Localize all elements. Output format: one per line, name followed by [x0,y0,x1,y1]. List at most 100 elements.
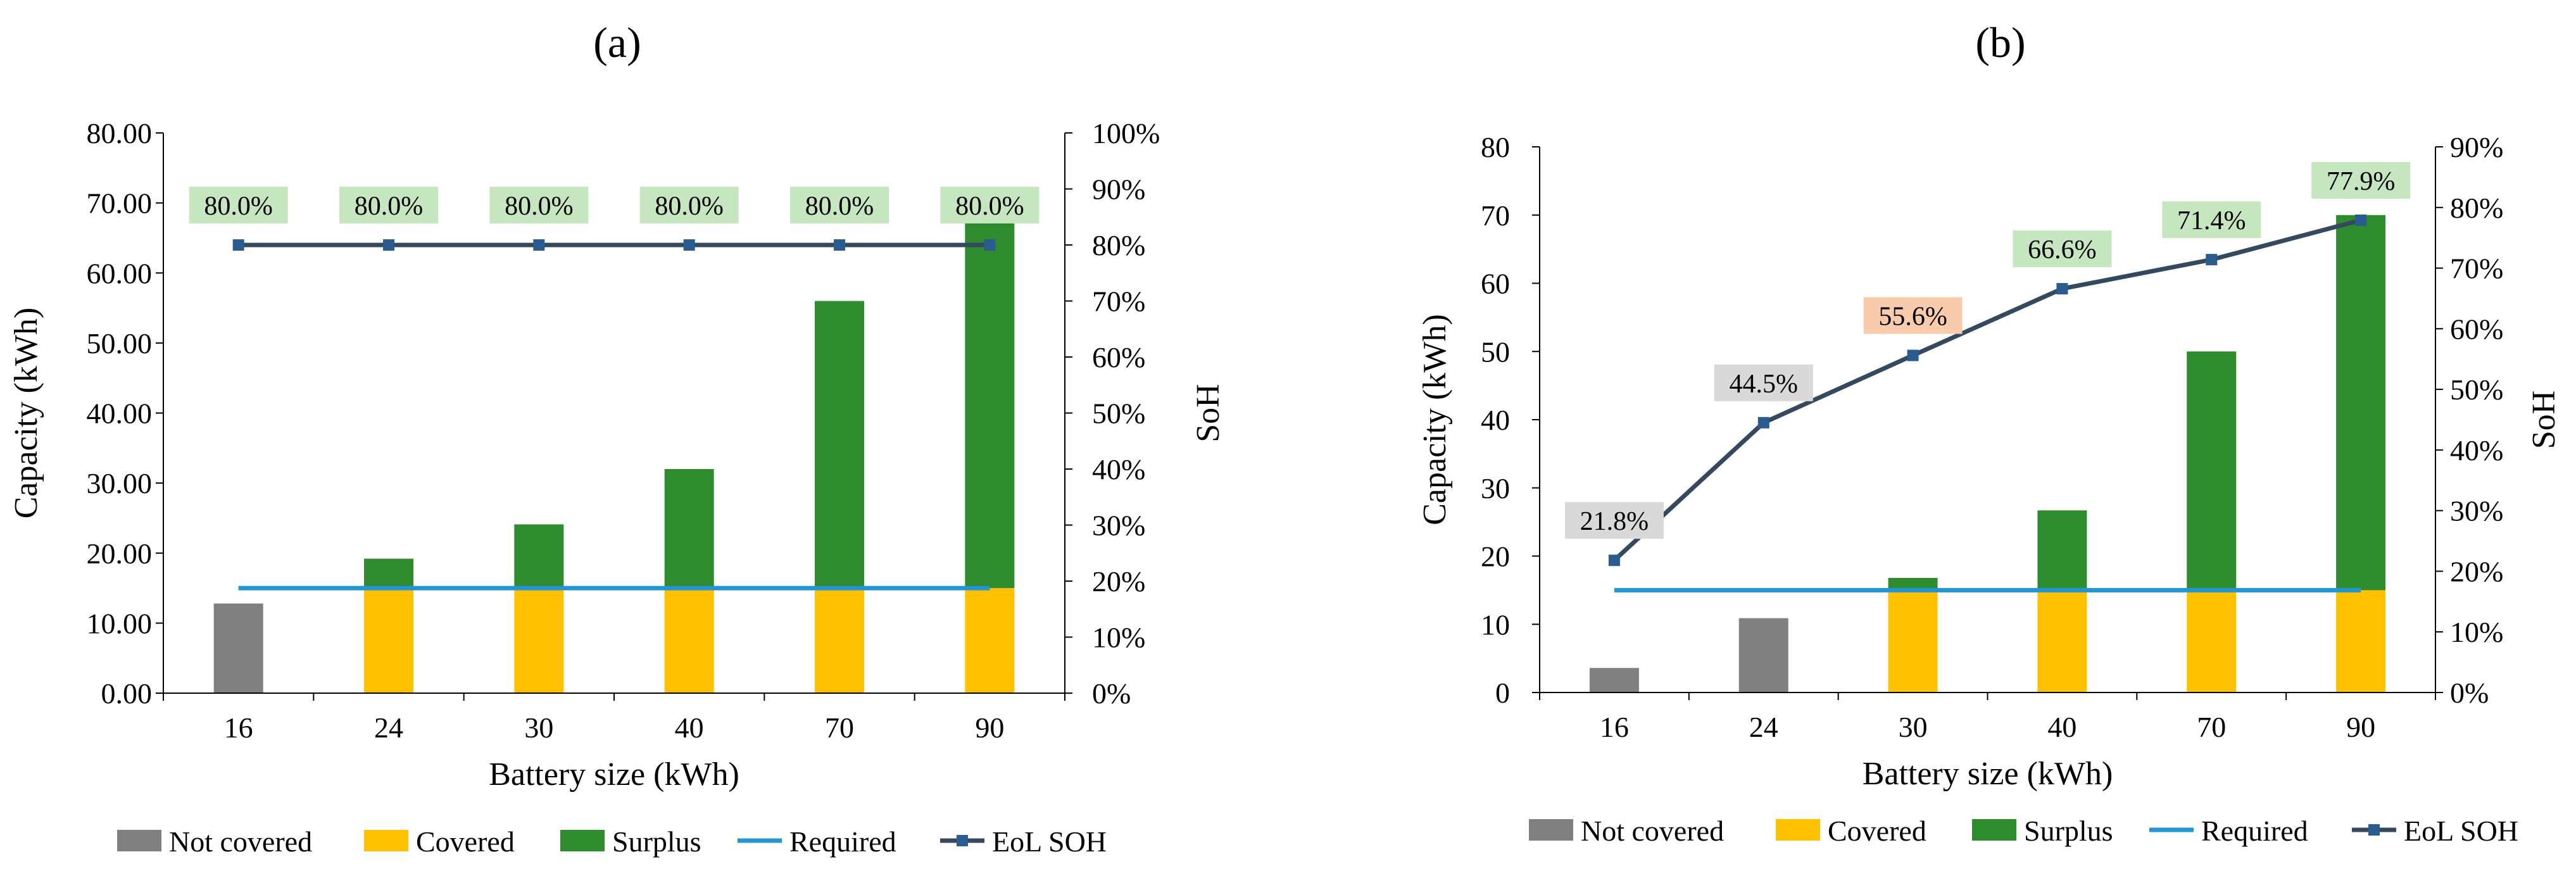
eol-soh-marker [834,239,845,251]
eol-soh-marker [1608,555,1620,567]
eol-soh-label: 80.0% [355,192,424,221]
eol-soh-label-box [2311,161,2411,199]
bar-not-covered-16 [213,603,263,693]
eol-soh-label-box [790,187,889,223]
bar-surplus-24 [364,558,413,589]
eol-soh-label-box [1564,502,1664,539]
y2-tick-label: 90% [2450,131,2503,163]
bar-surplus-30 [1888,577,1938,591]
eol-soh-label: 80.0% [655,192,724,221]
legend-swatch-covered [364,830,408,851]
bar-covered-24 [364,588,413,693]
y-tick-label: 80 [1481,131,1510,163]
chart-panel-b: (b) 0 10 20 30 40 50 60 70 80 0% 10% 20% 30% 40% 50% 60… [1417,18,2562,792]
y2-tick-label: 100% [1092,117,1160,149]
legend-label-not-covered: Not covered [169,825,312,858]
y-tick-label: 10.00 [87,607,153,639]
bar-covered-90 [2336,590,2386,693]
bar-not-covered-16 [1589,668,1639,693]
eol-soh-label: 44.5% [1730,370,1799,399]
eol-soh-marker [1907,349,1919,361]
legend-swatch-covered [1776,819,1820,841]
y2-tick-label: 70% [1092,285,1145,318]
y-tick-label: 50.00 [87,327,153,360]
y-tick-label: 60.00 [87,257,153,289]
bar-covered-70 [2187,590,2237,693]
legend-label-covered: Covered [1828,815,1926,847]
legend-label-eol-soh: EoL SOH [2404,815,2518,847]
y2-tick-label: 50% [1092,398,1145,430]
y-tick-label: 60 [1481,268,1510,300]
y2-tick-label: 60% [2450,313,2503,345]
legend-panel-a: Not covered Covered Surplus Required EoL SOH [117,825,1107,858]
eol-soh-label: 80.0% [805,192,874,221]
x-tick-label: 24 [374,711,403,744]
eol-soh-label-box [489,187,589,223]
bar-surplus-70 [2187,351,2237,591]
y2-tick-label: 0% [1092,677,1131,710]
bar-covered-90 [965,588,1015,693]
y2-tick-label: 50% [2450,373,2503,406]
bar-covered-40 [2037,590,2087,693]
eol-soh-label: 77.9% [2327,167,2396,196]
y-tick-label: 30.00 [87,467,153,499]
y-tick-label: 0.00 [101,677,153,710]
bar-surplus-40 [2037,510,2087,591]
x-tick-label: 70 [2197,711,2226,743]
bar-covered-30 [514,588,564,693]
x-tick-label: 16 [224,711,253,744]
y2-tick-label: 10% [2450,616,2503,648]
y2-tick-label: 40% [1092,453,1145,486]
eol-soh-marker [383,239,394,251]
y-tick-label: 30 [1481,472,1510,505]
y-tick-label: 50 [1481,335,1510,368]
y2-tick-label: 10% [1092,622,1145,654]
bar-covered-70 [815,588,864,693]
eol-soh-marker [533,239,545,251]
eol-soh-marker [984,239,996,251]
y-tick-label: 20.00 [87,537,153,570]
legend-swatch-surplus [560,830,605,851]
eol-soh-marker [2056,283,2068,295]
y2-tick-label: 20% [1092,565,1145,598]
legend-label-required: Required [789,825,896,858]
y2-tick-label: 20% [2450,555,2503,587]
eol-soh-label: 66.6% [2028,235,2097,265]
bar-surplus-30 [514,524,564,589]
bar-surplus-90 [965,189,1015,589]
eol-soh-label-box [2162,201,2261,239]
legend-label-not-covered: Not covered [1581,815,1724,847]
eol-soh-label: 80.0% [955,192,1024,221]
eol-soh-label-box [639,187,739,223]
x-tick-label: 70 [825,711,854,744]
eol-soh-label-box [2013,230,2112,268]
legend-label-required: Required [2201,815,2308,847]
legend-swatch-surplus [1972,819,2016,841]
legend-swatch-not-covered [117,830,161,851]
legend-label-surplus: Surplus [2024,815,2113,847]
y2-tick-label: 0% [2450,677,2489,709]
eol-soh-label-box [339,187,438,223]
y-tick-label: 70 [1481,199,1510,232]
eol-soh-marker [1757,417,1769,429]
x-tick-label: 24 [1749,711,1778,743]
eol-soh-label: 21.8% [1580,507,1649,536]
y2-tick-label: 80% [1092,229,1145,261]
legend-marker-eol-soh [957,835,968,846]
x-tick-label: 30 [524,711,553,744]
legend-swatch-not-covered [1529,819,1573,841]
x-tick-label: 90 [975,711,1004,744]
panel-b-title: (b) [1975,18,2025,66]
legend-panel-b: Not covered Covered Surplus Required EoL SOH [1529,815,2518,847]
x-tick-label: 40 [2047,711,2077,743]
y2-axis-title: SoH [1190,384,1226,442]
eol-soh-marker [683,239,695,251]
legend-label-surplus: Surplus [612,825,701,858]
x-axis-title: Battery size (kWh) [489,756,739,793]
y2-tick-label: 30% [2450,495,2503,527]
bar-surplus-40 [664,469,714,589]
legend-label-eol-soh: EoL SOH [992,825,1107,858]
x-tick-label: 16 [1600,711,1629,743]
y-tick-label: 10 [1481,608,1510,641]
x-axis-title: Battery size (kWh) [1863,756,2113,792]
